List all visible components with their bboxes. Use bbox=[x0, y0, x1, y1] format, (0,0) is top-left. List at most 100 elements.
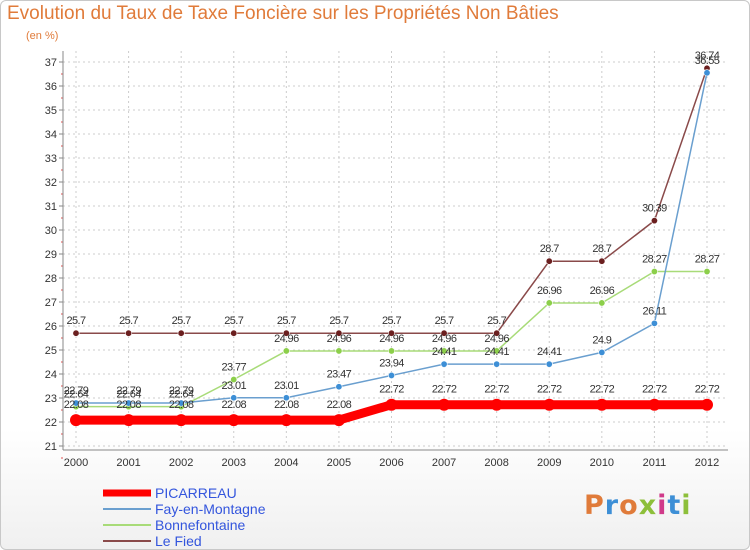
data-label: 28.7 bbox=[592, 243, 611, 255]
data-point bbox=[490, 398, 503, 411]
logo-letter: o bbox=[619, 490, 639, 521]
data-point bbox=[70, 414, 82, 427]
data-label: 24.9 bbox=[592, 334, 611, 346]
data-point bbox=[701, 398, 713, 411]
data-point bbox=[387, 329, 395, 337]
data-label: 24.96 bbox=[432, 333, 457, 345]
y-tick-label: 22 bbox=[45, 417, 57, 429]
x-tick-label: 2002 bbox=[169, 457, 193, 469]
data-label: 24.96 bbox=[484, 333, 509, 345]
data-point bbox=[332, 414, 345, 427]
data-point bbox=[125, 399, 133, 407]
data-label: 30.39 bbox=[642, 203, 667, 215]
data-label: 26.96 bbox=[537, 285, 562, 297]
data-point bbox=[545, 360, 553, 368]
data-point bbox=[493, 329, 501, 337]
y-tick-label: 37 bbox=[45, 57, 57, 69]
data-point bbox=[230, 394, 238, 402]
data-label: 22.72 bbox=[590, 384, 615, 396]
data-point bbox=[177, 399, 185, 407]
logo-letter: i bbox=[657, 490, 668, 521]
legend-label: Fay-en-Montagne bbox=[155, 501, 266, 517]
data-label: 24.96 bbox=[274, 333, 299, 345]
data-label: 22.79 bbox=[169, 385, 194, 397]
data-point bbox=[650, 319, 658, 327]
data-point bbox=[650, 217, 658, 225]
data-label: 25.7 bbox=[172, 315, 191, 327]
data-label: 24.96 bbox=[327, 333, 352, 345]
data-point bbox=[440, 360, 448, 368]
data-label: 28.27 bbox=[695, 254, 720, 266]
legend: PICARREAUFay-en-MontagneBonnefontaineLe … bbox=[103, 485, 266, 549]
data-point bbox=[493, 360, 501, 368]
logo-letter: i bbox=[681, 490, 692, 521]
logo-letter: r bbox=[604, 490, 620, 521]
x-tick-label: 2010 bbox=[590, 457, 614, 469]
y-tick-label: 29 bbox=[45, 249, 57, 261]
chart-unit-label: (en %) bbox=[26, 30, 59, 42]
y-tick-label: 33 bbox=[45, 153, 57, 165]
data-point bbox=[282, 347, 290, 355]
data-label: 26.11 bbox=[643, 305, 667, 317]
data-label: 25.7 bbox=[66, 315, 85, 327]
data-label: 22.08 bbox=[64, 399, 89, 411]
data-label: 22.08 bbox=[221, 399, 246, 411]
data-label: 25.7 bbox=[224, 315, 243, 327]
data-point bbox=[387, 371, 395, 379]
y-tick-label: 36 bbox=[45, 81, 57, 93]
data-label: 25.7 bbox=[277, 315, 296, 327]
data-label: 28.7 bbox=[540, 243, 559, 255]
data-label: 22.72 bbox=[537, 384, 562, 396]
y-tick-label: 28 bbox=[45, 273, 57, 285]
data-point bbox=[598, 257, 606, 265]
x-tick-label: 2008 bbox=[484, 457, 508, 469]
y-tick-label: 34 bbox=[45, 129, 57, 141]
data-label: 22.72 bbox=[642, 384, 667, 396]
y-tick-label: 27 bbox=[45, 297, 57, 309]
x-tick-label: 2011 bbox=[643, 457, 667, 469]
data-label: 23.77 bbox=[221, 362, 246, 374]
x-tick-label: 2009 bbox=[537, 457, 561, 469]
x-tick-label: 2007 bbox=[432, 457, 456, 469]
data-point bbox=[335, 383, 343, 391]
data-label: 25.7 bbox=[382, 315, 401, 327]
data-point bbox=[493, 347, 501, 355]
data-point bbox=[703, 69, 711, 77]
data-label: 22.08 bbox=[274, 399, 299, 411]
data-point bbox=[545, 257, 553, 265]
y-tick-label: 31 bbox=[45, 201, 57, 213]
data-point bbox=[543, 398, 556, 411]
data-point bbox=[177, 329, 185, 337]
data-point bbox=[280, 414, 293, 427]
data-point bbox=[440, 329, 448, 337]
data-label: 22.64 bbox=[64, 389, 89, 401]
x-tick-label: 2000 bbox=[64, 457, 88, 469]
chart-title: Evolution du Taux de Taxe Foncière sur l… bbox=[7, 3, 559, 24]
data-point bbox=[125, 329, 133, 337]
data-point bbox=[72, 399, 80, 407]
data-point bbox=[230, 329, 238, 337]
data-label: 24.41 bbox=[432, 346, 457, 358]
legend-label: PICARREAU bbox=[155, 485, 237, 501]
y-tick-label: 35 bbox=[45, 105, 57, 117]
data-point bbox=[282, 329, 290, 337]
data-point bbox=[282, 394, 290, 402]
axes: 21 22 23 24 25 26 27 28 29 30 31 32 33 34 35 36 37 2000 20… bbox=[45, 51, 728, 469]
data-label: 25.7 bbox=[119, 315, 138, 327]
data-label: 22.72 bbox=[432, 384, 457, 396]
data-label: 26.96 bbox=[590, 285, 615, 297]
legend-label: Bonnefontaine bbox=[155, 517, 246, 533]
y-tick-label: 24 bbox=[45, 369, 57, 381]
x-tick-label: 2012 bbox=[695, 457, 719, 469]
data-point bbox=[335, 347, 343, 355]
data-point bbox=[438, 398, 451, 411]
data-point bbox=[230, 376, 238, 384]
data-point bbox=[385, 398, 398, 411]
data-label: 28.27 bbox=[642, 254, 667, 266]
logo-letter: x bbox=[638, 490, 658, 521]
data-point bbox=[227, 414, 240, 427]
x-tick-label: 2005 bbox=[327, 457, 351, 469]
data-point bbox=[595, 398, 608, 411]
logo-letter: t bbox=[667, 490, 682, 521]
